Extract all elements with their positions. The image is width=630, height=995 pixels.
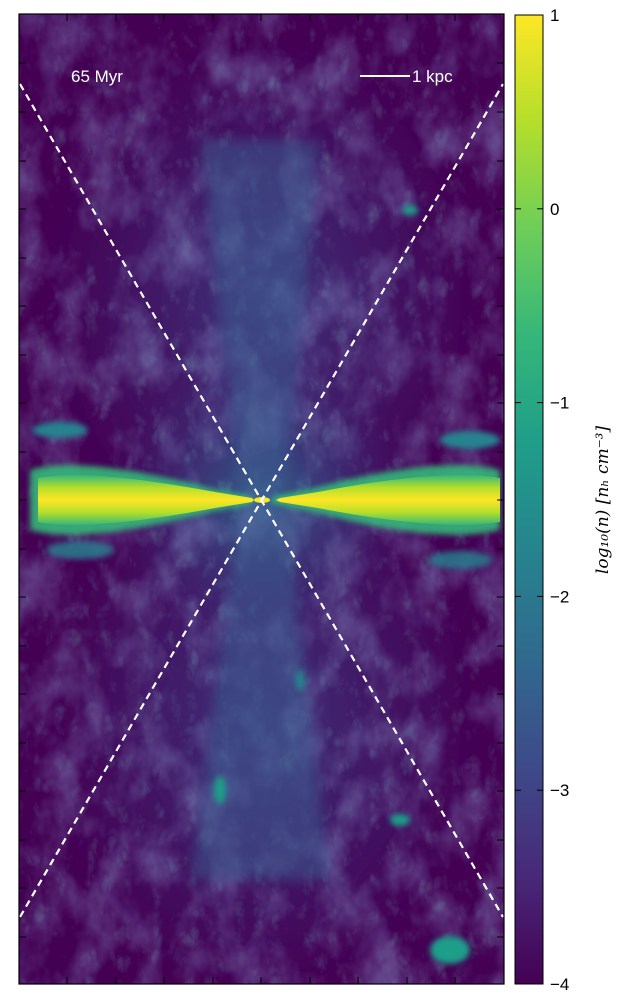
dense-clumps (32, 205, 500, 964)
colorbar-gradient (514, 14, 544, 985)
colorbar-tick-label: −2 (550, 587, 569, 606)
cone-line-ascending (19, 83, 504, 918)
colorbar-tick-label: −4 (550, 975, 569, 994)
colorbar-ticks: 1 0 −1 −2 −3 −4 (515, 6, 569, 994)
opening-angle-lines (19, 83, 504, 918)
colorbar-tick-label: 0 (550, 200, 559, 219)
panel-ticks (19, 14, 504, 984)
colorbar: 1 0 −1 −2 −3 −4 log₁₀(n) [nₕ cm⁻³] (514, 6, 613, 994)
colorbar-tick-label: −3 (550, 781, 569, 800)
colorbar-label: log₁₀(n) [nₕ cm⁻³] (593, 426, 613, 575)
time-label: 65 Myr (71, 67, 123, 86)
colorbar-tick-label: −1 (550, 394, 569, 413)
colorbar-tick-label: 1 (550, 6, 559, 25)
scale-bar-label: 1 kpc (412, 67, 453, 86)
galactic-disk (30, 465, 500, 535)
